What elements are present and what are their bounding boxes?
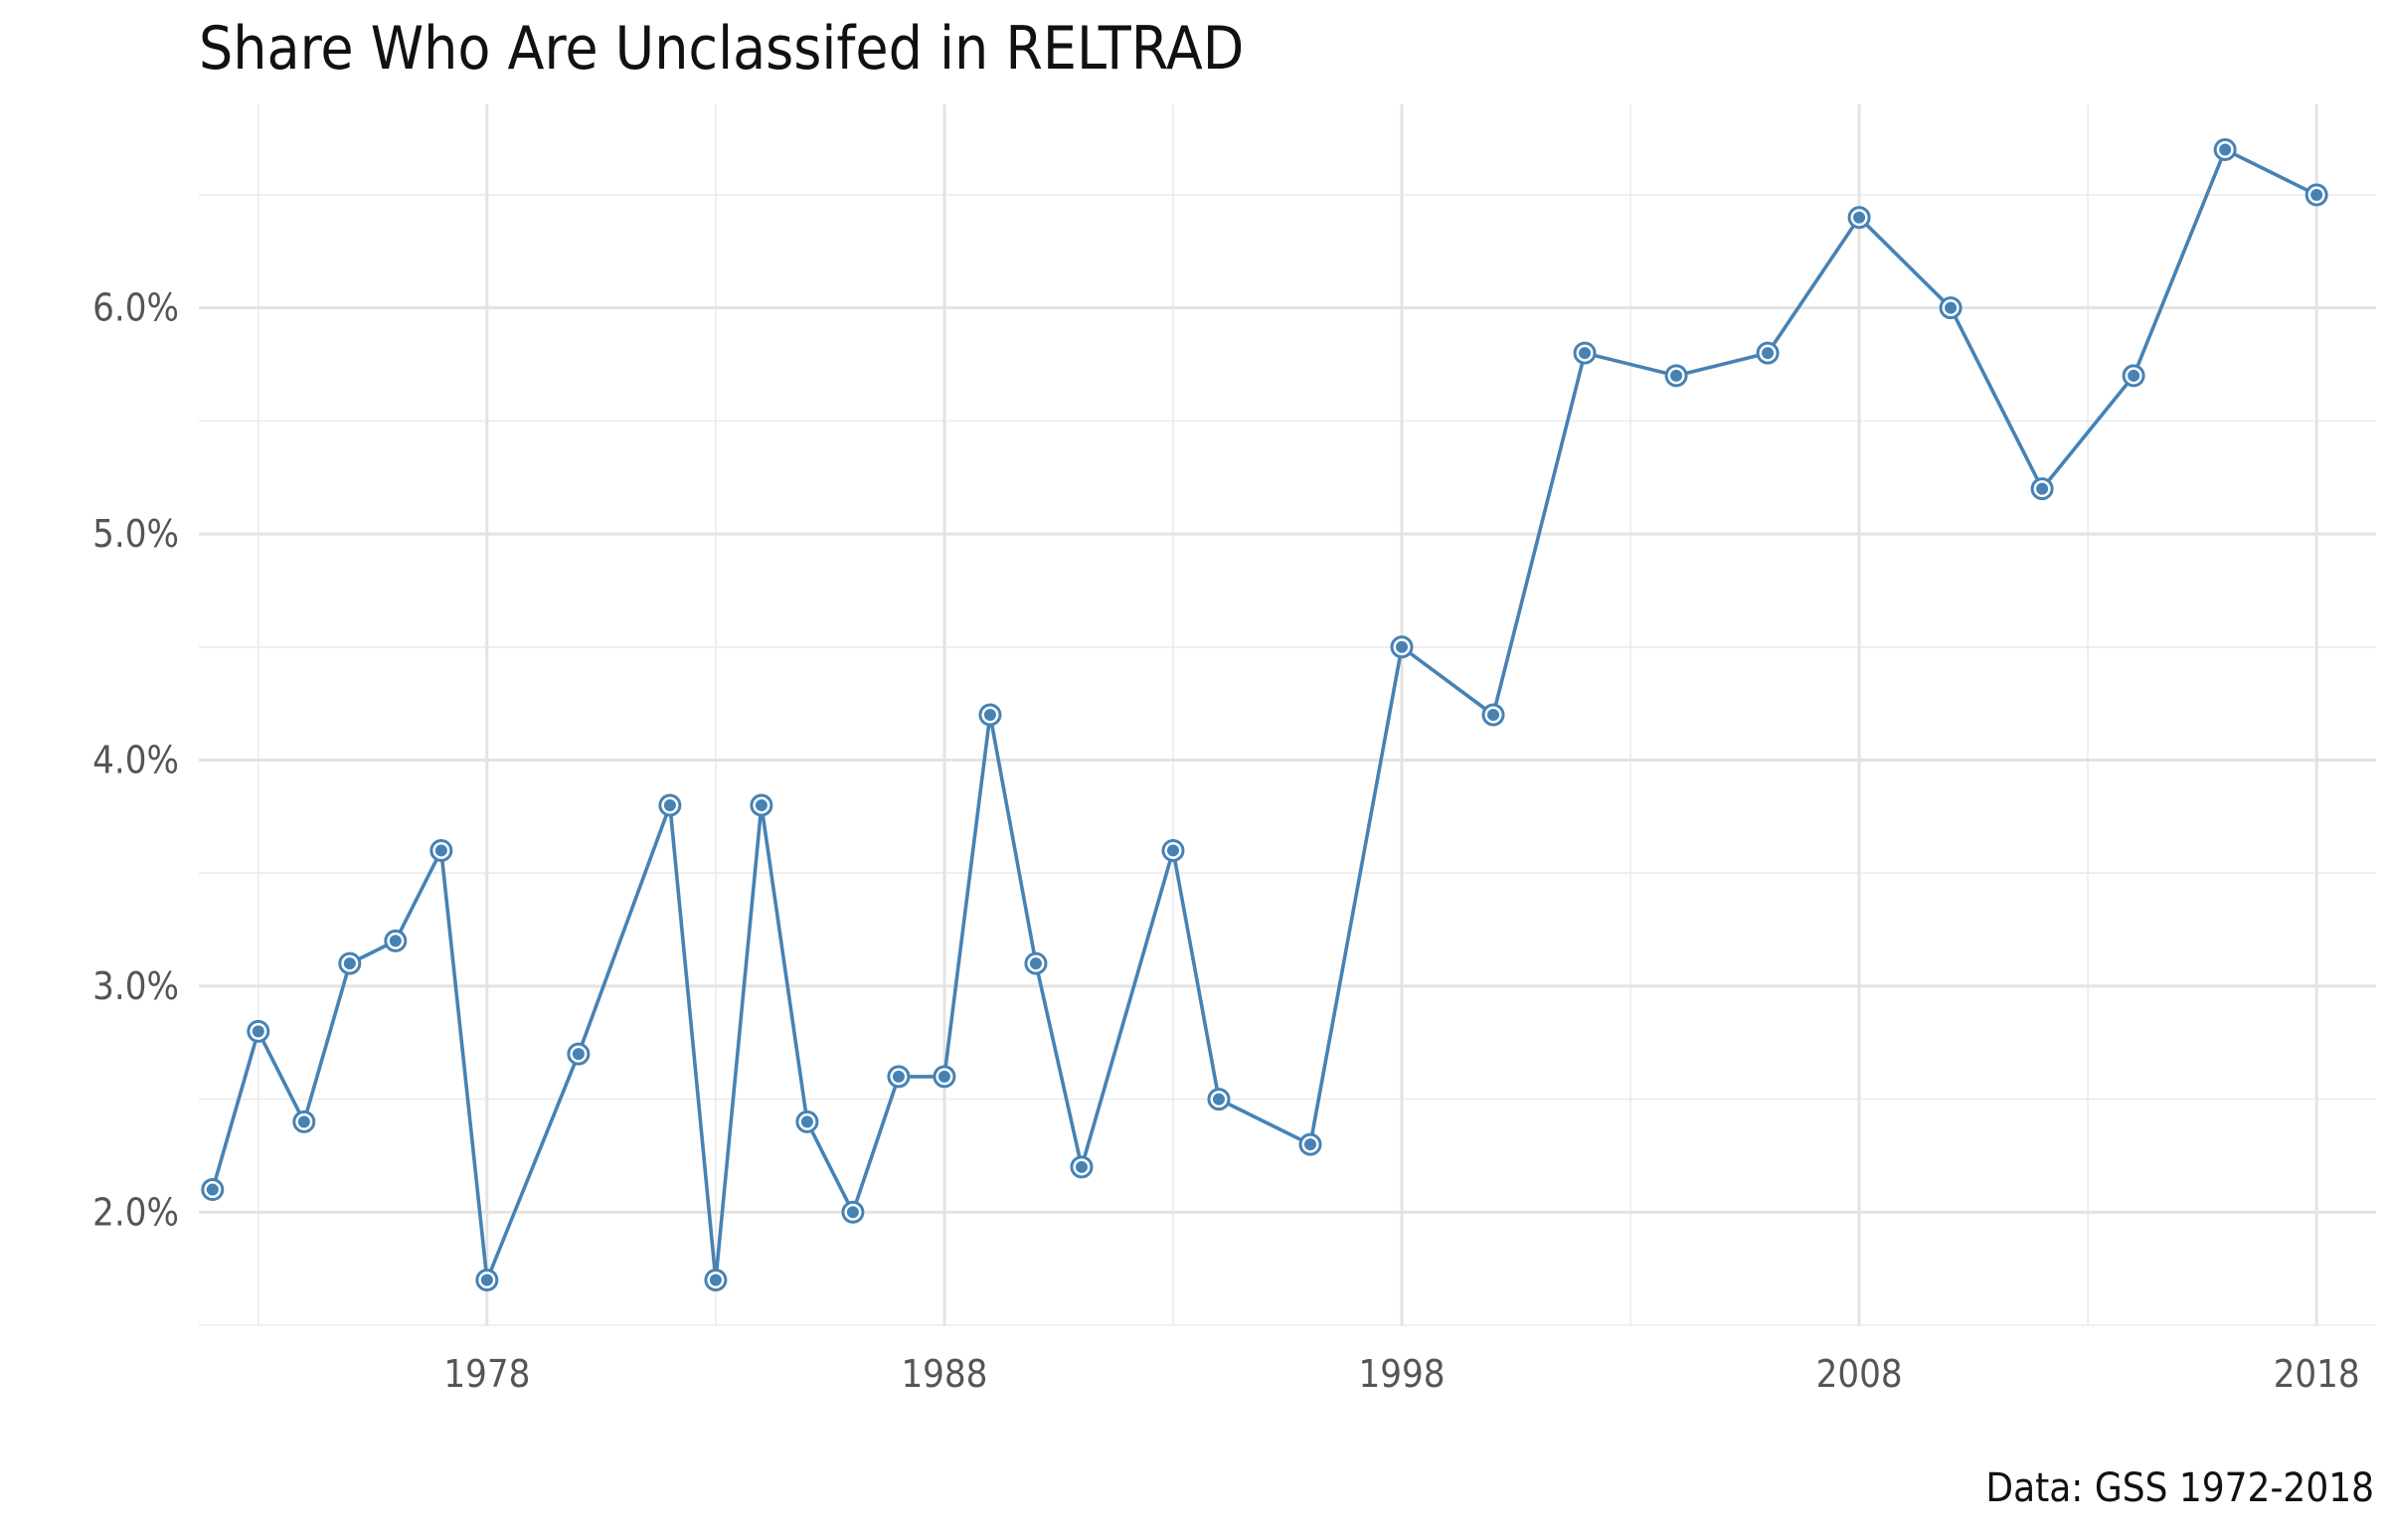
data-point <box>567 1042 591 1066</box>
x-tick-label: 1998 <box>1359 1352 1446 1396</box>
data-point-dot <box>2219 143 2232 156</box>
data-point-dot <box>709 1274 722 1286</box>
data-point <box>933 1065 956 1089</box>
data-point-dot <box>1396 640 1409 653</box>
series-points-group <box>201 137 2328 1292</box>
y-tick-label: 3.0% <box>92 964 179 1008</box>
data-point <box>2122 364 2145 388</box>
data-point <box>1024 951 1048 975</box>
data-point-dot <box>1075 1160 1088 1173</box>
data-point-dot <box>1853 211 1866 224</box>
data-point-dot <box>983 709 996 721</box>
data-point <box>658 793 682 817</box>
data-point <box>1664 364 1688 388</box>
data-point <box>338 951 362 975</box>
data-point-dot <box>892 1070 905 1083</box>
data-point <box>1756 341 1780 365</box>
series-line <box>211 147 2317 1283</box>
data-point-dot <box>755 798 767 811</box>
data-point <box>2213 137 2237 161</box>
data-point <box>1207 1088 1231 1112</box>
data-point-dot <box>480 1274 493 1286</box>
data-point <box>795 1110 819 1133</box>
data-point-dot <box>252 1025 264 1038</box>
data-point-dot <box>2310 188 2323 201</box>
y-tick-label: 5.0% <box>92 512 179 556</box>
data-point <box>750 793 773 817</box>
data-point-dot <box>800 1115 813 1128</box>
data-point-dot <box>1166 844 1179 857</box>
data-point <box>2304 183 2328 207</box>
major-gridlines <box>199 104 2376 1325</box>
y-tick-label: 6.0% <box>92 286 179 330</box>
data-point <box>1939 296 1962 320</box>
x-tick-label: 1978 <box>443 1352 530 1396</box>
y-tick-label: 2.0% <box>92 1190 179 1234</box>
data-point <box>1161 838 1185 862</box>
data-point-dot <box>206 1183 219 1196</box>
data-point <box>429 838 453 862</box>
x-tick-label: 2008 <box>1816 1352 1903 1396</box>
data-point <box>475 1269 499 1292</box>
data-point <box>1390 635 1414 659</box>
y-axis-tick-labels: 2.0% 3.0% 4.0% 5.0% 6.0% <box>92 286 179 1235</box>
data-point <box>1573 341 1597 365</box>
data-point-dot <box>2128 369 2140 382</box>
data-point-dot <box>434 844 447 857</box>
data-point-dot <box>1212 1093 1225 1106</box>
data-point <box>292 1110 316 1133</box>
data-point <box>384 929 408 952</box>
data-point <box>978 703 1002 727</box>
data-point-dot <box>2036 482 2049 495</box>
minor-gridlines <box>199 104 2376 1326</box>
series-line-group <box>211 147 2317 1283</box>
data-point <box>1298 1132 1322 1156</box>
data-point-dot <box>297 1115 310 1128</box>
data-point <box>2030 477 2054 501</box>
data-point-dot <box>1029 957 1042 970</box>
data-point <box>201 1178 225 1202</box>
data-point-dot <box>937 1070 950 1083</box>
data-point-dot <box>1762 347 1775 360</box>
x-tick-label: 1988 <box>901 1352 987 1396</box>
data-point-dot <box>1670 369 1683 382</box>
data-point-dot <box>1579 347 1592 360</box>
data-point-dot <box>572 1048 585 1061</box>
y-tick-label: 4.0% <box>92 738 179 781</box>
data-point <box>247 1019 270 1043</box>
data-point-dot <box>389 935 402 947</box>
data-point <box>1481 703 1505 727</box>
data-point <box>1070 1155 1094 1179</box>
data-point <box>887 1065 911 1089</box>
data-point <box>1847 206 1871 230</box>
x-tick-label: 2018 <box>2274 1352 2360 1396</box>
chart-caption: Data: GSS 1972-2018 <box>1985 1465 2374 1511</box>
data-point-dot <box>1945 301 1958 314</box>
data-point-dot <box>1487 709 1500 721</box>
data-point-dot <box>846 1206 859 1219</box>
chart-title: Share Who Are Unclassifed in RELTRAD <box>199 14 1245 84</box>
data-point-dot <box>1304 1138 1317 1151</box>
data-point-dot <box>663 798 676 811</box>
x-axis-tick-labels: 1978 1988 1998 2008 2018 <box>443 1352 2359 1396</box>
data-point <box>841 1200 865 1224</box>
data-point-dot <box>343 957 356 970</box>
data-point <box>704 1269 728 1292</box>
